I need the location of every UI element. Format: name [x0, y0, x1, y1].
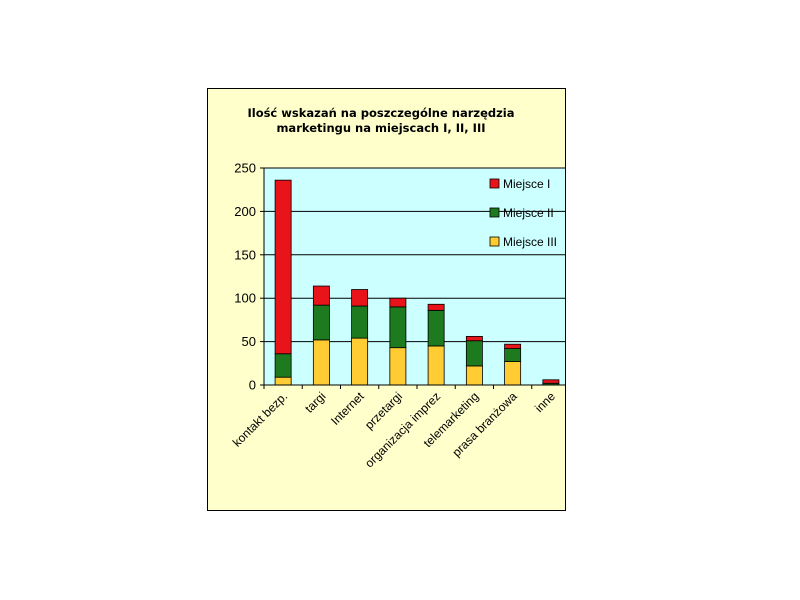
y-tick-label-50: 50 — [242, 334, 256, 349]
y-tick-label-200: 200 — [234, 204, 256, 219]
bar-prasa-branzowa-miejsce-i — [504, 343, 522, 349]
bar-prasa-branzowa-miejsce-iii — [504, 361, 522, 386]
bar-organizacja-imprez-miejsce-iii — [427, 345, 445, 386]
bars — [274, 179, 560, 386]
bar-internet-miejsce-ii — [351, 305, 369, 339]
bar-internet-miejsce-iii — [351, 337, 369, 386]
bar-prasa-branzowa-miejsce-ii — [504, 348, 522, 362]
bar-przetargi-miejsce-ii — [389, 306, 407, 349]
y-tick-labels: 0 50 100 150 200 250 — [234, 161, 256, 393]
bar-targi-miejsce-i — [312, 285, 330, 306]
bar-kontakt-bezp-miejsce-i — [274, 179, 292, 355]
y-tick-label-0: 0 — [249, 378, 256, 393]
bar-organizacja-imprez-miejsce-i — [427, 303, 445, 311]
chart-title-line-2: marketingu na miejscach I, II, III — [276, 121, 485, 135]
legend-label-miejsce-i: Miejsce I — [503, 177, 550, 191]
legend-swatch-miejsce-ii — [489, 207, 500, 218]
axes — [260, 167, 565, 389]
legend-label-miejsce-ii: Miejsce II — [503, 206, 554, 220]
x-label-inne: inne — [532, 389, 558, 415]
bar-kontakt-bezp-miejsce-ii — [274, 353, 292, 378]
legend: Miejsce I Miejsce II Miejsce III — [489, 177, 557, 249]
x-label-kontakt-bezp: kontakt bezp. — [230, 389, 290, 449]
bar-telemarketing-miejsce-iii — [465, 365, 483, 386]
bar-telemarketing-miejsce-ii — [465, 340, 483, 367]
chart-title-line-1: Ilość wskazań na poszczególne narzędzia — [247, 106, 514, 120]
y-tick-label-150: 150 — [234, 247, 256, 262]
legend-label-miejsce-iii: Miejsce III — [503, 235, 557, 249]
bar-kontakt-bezp-miejsce-iii — [274, 376, 292, 386]
bar-przetargi-miejsce-iii — [389, 347, 407, 386]
x-label-targi: targi — [302, 389, 328, 415]
bar-internet-miejsce-i — [351, 289, 369, 307]
legend-swatch-miejsce-i — [489, 178, 500, 189]
bar-targi-miejsce-iii — [312, 339, 330, 386]
chart-frame: Ilość wskazań na poszczególne narzędzia … — [207, 88, 566, 511]
y-tick-label-100: 100 — [234, 291, 256, 306]
bar-przetargi-miejsce-i — [389, 297, 407, 308]
bar-telemarketing-miejsce-i — [465, 335, 483, 342]
bar-organizacja-imprez-miejsce-ii — [427, 309, 445, 347]
bar-inne-miejsce-i — [542, 379, 560, 384]
y-tick-label-250: 250 — [234, 161, 256, 176]
chart-svg: Ilość wskazań na poszczególne narzędzia … — [230, 106, 565, 471]
bar-targi-miejsce-ii — [312, 304, 330, 341]
legend-swatch-miejsce-iii — [489, 236, 500, 247]
chart-title: Ilość wskazań na poszczególne narzędzia … — [247, 106, 514, 135]
x-category-labels: kontakt bezp. targi Internetprzetargiorgan… — [230, 389, 558, 471]
